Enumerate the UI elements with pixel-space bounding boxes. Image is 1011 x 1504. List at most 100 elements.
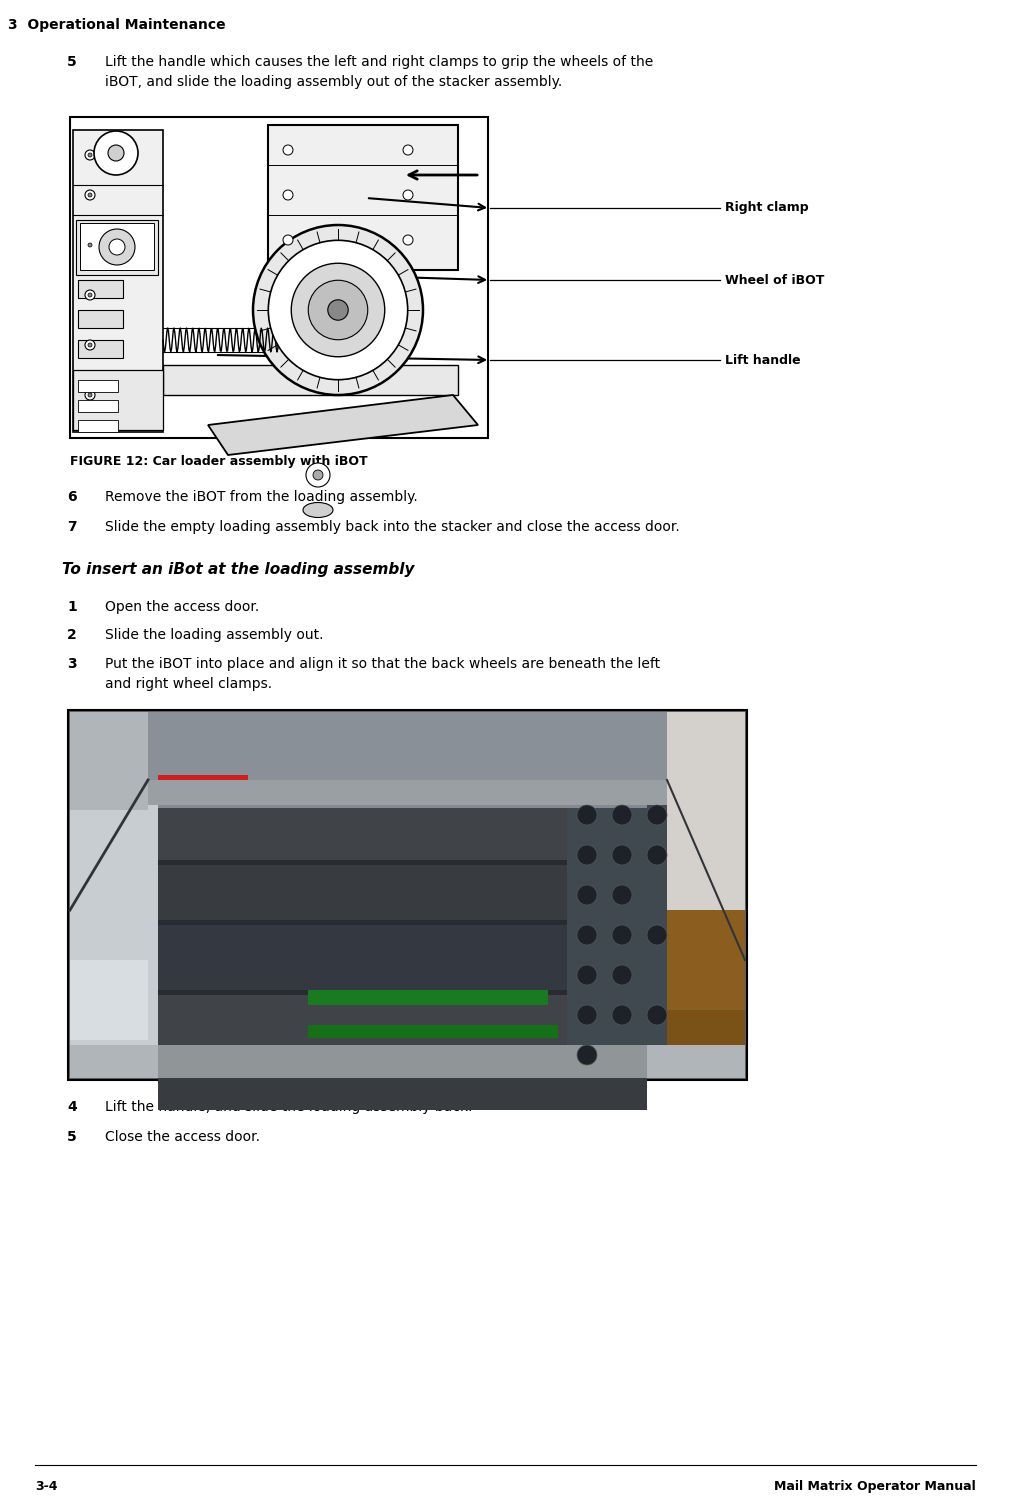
Text: Mail Matrix Operator Manual: Mail Matrix Operator Manual <box>774 1480 976 1493</box>
Text: To insert an iBot at the loading assembly: To insert an iBot at the loading assembl… <box>62 562 415 578</box>
Circle shape <box>612 805 632 826</box>
Bar <box>148 781 667 805</box>
Circle shape <box>283 190 293 200</box>
Circle shape <box>88 244 92 247</box>
Circle shape <box>291 263 385 356</box>
Circle shape <box>268 241 407 379</box>
Bar <box>158 802 647 808</box>
Bar <box>70 117 488 438</box>
Bar <box>76 220 158 275</box>
Circle shape <box>328 299 348 320</box>
Text: Lift handle: Lift handle <box>725 353 801 367</box>
Circle shape <box>577 1045 598 1065</box>
Bar <box>567 790 667 1050</box>
Text: Slide the loading assembly out.: Slide the loading assembly out. <box>105 629 324 642</box>
Bar <box>70 711 148 811</box>
Text: and right wheel clamps.: and right wheel clamps. <box>105 677 272 690</box>
Text: Close the access door.: Close the access door. <box>105 1130 260 1145</box>
Circle shape <box>99 229 135 265</box>
Circle shape <box>612 966 632 985</box>
Circle shape <box>612 925 632 945</box>
Circle shape <box>85 150 95 159</box>
Circle shape <box>283 144 293 155</box>
Circle shape <box>647 925 667 945</box>
Circle shape <box>306 463 330 487</box>
Bar <box>78 310 123 328</box>
Circle shape <box>612 845 632 865</box>
Circle shape <box>612 1005 632 1026</box>
Text: 3  Operational Maintenance: 3 Operational Maintenance <box>8 18 225 32</box>
Circle shape <box>647 845 667 865</box>
Circle shape <box>88 343 92 347</box>
Circle shape <box>88 193 92 197</box>
Text: Wheel of iBOT: Wheel of iBOT <box>725 274 824 286</box>
Bar <box>158 996 647 1050</box>
Circle shape <box>85 340 95 350</box>
Circle shape <box>577 1005 598 1026</box>
Bar <box>78 400 118 412</box>
Bar <box>78 420 118 432</box>
Bar <box>158 800 647 1050</box>
Text: 7: 7 <box>67 520 77 534</box>
Circle shape <box>403 190 413 200</box>
Text: Right clamp: Right clamp <box>725 202 809 215</box>
Circle shape <box>85 290 95 299</box>
Text: Put the iBOT into place and align it so that the back wheels are beneath the lef: Put the iBOT into place and align it so … <box>105 657 660 671</box>
Text: Slide the empty loading assembly back into the stacker and close the access door: Slide the empty loading assembly back in… <box>105 520 679 534</box>
Bar <box>70 1045 745 1078</box>
Bar <box>68 114 490 441</box>
Bar <box>163 365 458 396</box>
Bar <box>68 710 747 1080</box>
Circle shape <box>577 805 598 826</box>
Text: 6: 6 <box>67 490 77 504</box>
Circle shape <box>313 469 323 480</box>
Circle shape <box>253 226 423 396</box>
Bar <box>158 805 647 860</box>
Bar <box>158 865 647 920</box>
Circle shape <box>577 966 598 985</box>
Ellipse shape <box>303 502 333 517</box>
Bar <box>73 129 163 432</box>
Circle shape <box>308 280 368 340</box>
Text: 4: 4 <box>67 1099 77 1114</box>
Bar <box>78 340 123 358</box>
Circle shape <box>88 393 92 397</box>
Circle shape <box>94 131 137 174</box>
Circle shape <box>403 235 413 245</box>
Bar <box>158 1045 647 1078</box>
Bar <box>268 125 458 271</box>
Bar <box>667 910 745 1078</box>
Bar <box>78 381 118 393</box>
Bar <box>667 1011 745 1078</box>
Circle shape <box>88 293 92 296</box>
Bar <box>158 925 647 990</box>
Text: Lift the handle, and slide the loading assembly back.: Lift the handle, and slide the loading a… <box>105 1099 472 1114</box>
Circle shape <box>577 845 598 865</box>
Bar <box>70 711 745 811</box>
Circle shape <box>403 144 413 155</box>
Text: 1: 1 <box>67 600 77 614</box>
Circle shape <box>283 235 293 245</box>
Bar <box>308 1026 558 1038</box>
Circle shape <box>612 884 632 905</box>
Bar <box>158 1054 647 1110</box>
Circle shape <box>85 241 95 250</box>
Text: iBOT, and slide the loading assembly out of the stacker assembly.: iBOT, and slide the loading assembly out… <box>105 75 562 89</box>
Text: 2: 2 <box>67 629 77 642</box>
Text: 5: 5 <box>67 1130 77 1145</box>
Bar <box>78 280 123 298</box>
Text: FIGURE 12: Car loader assembly with iBOT: FIGURE 12: Car loader assembly with iBOT <box>70 456 368 468</box>
Circle shape <box>85 190 95 200</box>
Circle shape <box>109 239 125 256</box>
Bar <box>70 711 745 1078</box>
Bar <box>70 790 168 1078</box>
Circle shape <box>88 153 92 156</box>
Bar <box>80 223 154 271</box>
Bar <box>73 370 163 430</box>
Text: Remove the iBOT from the loading assembly.: Remove the iBOT from the loading assembl… <box>105 490 418 504</box>
Text: 3: 3 <box>67 657 77 671</box>
Text: Open the access door.: Open the access door. <box>105 600 259 614</box>
Circle shape <box>647 805 667 826</box>
Circle shape <box>577 925 598 945</box>
Bar <box>667 711 745 910</box>
